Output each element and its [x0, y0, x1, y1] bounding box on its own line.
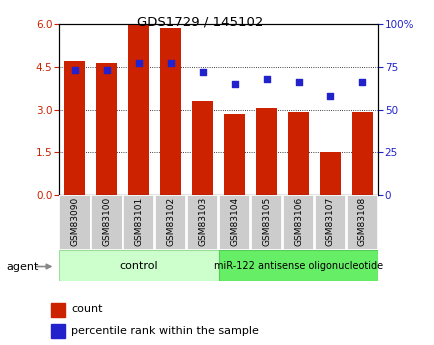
- Text: agent: agent: [7, 263, 39, 272]
- Bar: [346, 195, 378, 250]
- Point: [199, 69, 206, 75]
- Text: GSM83108: GSM83108: [357, 197, 366, 246]
- Text: miR-122 antisense oligonucleotide: miR-122 antisense oligonucleotide: [214, 261, 382, 270]
- Bar: [314, 195, 345, 250]
- Bar: [128, 24, 149, 195]
- Point: [358, 79, 365, 85]
- Point: [103, 68, 110, 73]
- Text: GSM83106: GSM83106: [293, 197, 302, 246]
- Bar: [155, 195, 186, 250]
- Point: [294, 79, 301, 85]
- Text: percentile rank within the sample: percentile rank within the sample: [71, 326, 259, 336]
- Bar: [51, 303, 65, 317]
- Text: GSM83102: GSM83102: [166, 197, 175, 246]
- Bar: [218, 195, 250, 250]
- Text: GSM83100: GSM83100: [102, 197, 111, 246]
- Text: GSM83105: GSM83105: [261, 197, 270, 246]
- Bar: [282, 195, 314, 250]
- Bar: [51, 324, 65, 338]
- Text: GSM83090: GSM83090: [70, 197, 79, 246]
- Bar: [319, 152, 340, 195]
- Point: [263, 76, 270, 81]
- Text: count: count: [71, 304, 102, 314]
- Text: GSM83107: GSM83107: [325, 197, 334, 246]
- Bar: [218, 250, 378, 281]
- Bar: [250, 195, 282, 250]
- Point: [167, 61, 174, 66]
- Bar: [351, 112, 372, 195]
- Point: [326, 93, 333, 99]
- Bar: [192, 101, 213, 195]
- Point: [135, 61, 142, 66]
- Bar: [91, 195, 122, 250]
- Bar: [256, 108, 276, 195]
- Text: GDS1729 / 145102: GDS1729 / 145102: [137, 16, 263, 29]
- Bar: [287, 112, 308, 195]
- Text: GSM83101: GSM83101: [134, 197, 143, 246]
- Bar: [64, 61, 85, 195]
- Bar: [224, 114, 244, 195]
- Point: [71, 68, 78, 73]
- Point: [230, 81, 237, 87]
- Bar: [186, 195, 218, 250]
- Text: GSM83104: GSM83104: [230, 197, 239, 246]
- Text: control: control: [119, 261, 158, 270]
- Bar: [122, 195, 154, 250]
- Bar: [59, 250, 218, 281]
- Bar: [59, 195, 90, 250]
- Text: GSM83103: GSM83103: [197, 197, 207, 246]
- Bar: [96, 63, 117, 195]
- Bar: [160, 28, 181, 195]
